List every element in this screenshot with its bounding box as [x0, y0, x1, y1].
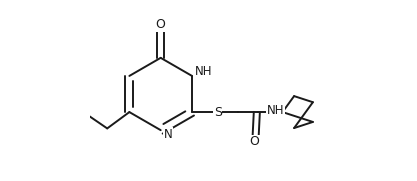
Text: NH: NH	[267, 104, 284, 117]
Text: NH: NH	[194, 65, 212, 78]
Text: O: O	[249, 135, 259, 148]
Text: N: N	[164, 128, 173, 141]
Text: O: O	[156, 18, 166, 31]
Text: S: S	[214, 106, 222, 119]
